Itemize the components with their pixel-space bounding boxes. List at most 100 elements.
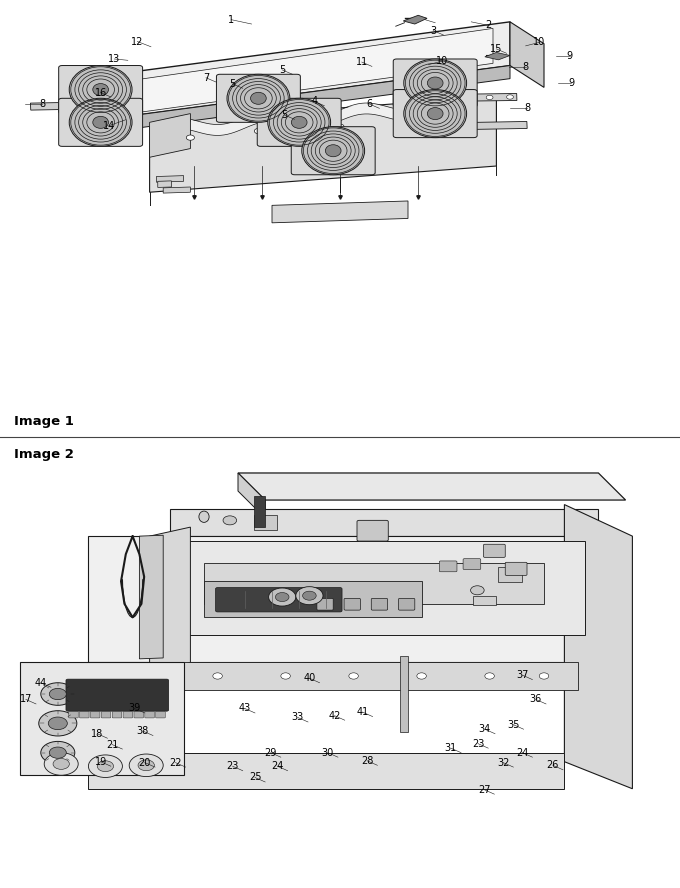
Polygon shape [510,22,544,87]
Text: 29: 29 [265,748,277,757]
Circle shape [539,673,549,679]
Text: 36: 36 [530,694,542,704]
Text: 8: 8 [39,99,46,109]
Polygon shape [68,128,135,137]
Circle shape [223,516,237,525]
FancyBboxPatch shape [291,127,375,175]
Text: 6: 6 [366,99,373,109]
Text: Image 1: Image 1 [14,416,73,428]
FancyBboxPatch shape [371,599,388,610]
Ellipse shape [227,75,290,123]
Text: 2: 2 [485,20,492,30]
Text: 35: 35 [507,719,520,730]
Polygon shape [403,15,427,24]
Circle shape [404,121,412,126]
Circle shape [39,710,77,736]
Text: 5: 5 [229,79,236,89]
FancyBboxPatch shape [66,679,169,711]
Circle shape [336,124,344,130]
FancyBboxPatch shape [498,567,522,583]
Text: 39: 39 [129,703,141,713]
Ellipse shape [404,59,466,107]
Polygon shape [485,52,510,59]
Text: 21: 21 [106,740,118,749]
FancyBboxPatch shape [257,99,341,147]
FancyBboxPatch shape [463,559,481,569]
Ellipse shape [92,116,109,129]
Ellipse shape [291,116,307,129]
Text: 16: 16 [95,88,107,98]
Text: 1: 1 [228,15,235,25]
Ellipse shape [199,511,209,522]
Polygon shape [150,96,496,192]
FancyBboxPatch shape [123,711,133,718]
FancyBboxPatch shape [398,599,415,610]
FancyBboxPatch shape [58,99,143,147]
Text: 11: 11 [356,57,368,67]
Text: 44: 44 [35,678,47,687]
Polygon shape [156,176,184,182]
Circle shape [97,761,114,772]
FancyBboxPatch shape [483,544,505,558]
Ellipse shape [427,77,443,89]
Text: 22: 22 [169,757,182,767]
Text: 42: 42 [328,710,341,721]
Text: Image 2: Image 2 [14,448,73,461]
FancyBboxPatch shape [101,711,111,718]
Polygon shape [564,504,632,789]
Circle shape [485,673,494,679]
Polygon shape [473,596,496,605]
Text: 20: 20 [139,757,151,767]
FancyBboxPatch shape [134,711,143,718]
FancyBboxPatch shape [357,520,388,541]
Circle shape [486,95,493,99]
Circle shape [129,754,163,777]
Circle shape [53,758,69,769]
Circle shape [186,135,194,140]
Ellipse shape [325,145,341,157]
Circle shape [507,95,513,99]
Polygon shape [411,93,517,102]
FancyBboxPatch shape [69,711,78,718]
Polygon shape [204,563,544,604]
Circle shape [349,673,358,679]
Text: 23: 23 [226,761,239,771]
Circle shape [44,753,78,775]
Polygon shape [150,114,190,157]
FancyBboxPatch shape [90,711,100,718]
FancyBboxPatch shape [317,599,333,610]
Text: 33: 33 [292,712,304,723]
Polygon shape [238,473,626,500]
Text: 37: 37 [516,670,528,680]
Circle shape [41,741,75,764]
Polygon shape [20,662,184,775]
Ellipse shape [92,83,109,96]
Text: 28: 28 [361,756,373,765]
Polygon shape [170,509,598,536]
FancyBboxPatch shape [216,588,342,612]
Ellipse shape [69,99,132,147]
Text: 40: 40 [303,673,316,683]
Text: 9: 9 [568,78,575,88]
Ellipse shape [268,99,330,147]
Ellipse shape [302,127,364,175]
Polygon shape [158,181,171,187]
Circle shape [254,129,262,134]
Polygon shape [272,201,408,223]
FancyBboxPatch shape [156,711,165,718]
Text: 4: 4 [311,97,318,107]
Polygon shape [88,536,592,662]
Text: 18: 18 [91,729,103,739]
Polygon shape [254,496,265,527]
Ellipse shape [69,66,132,114]
Circle shape [269,588,296,607]
Text: 8: 8 [522,62,529,72]
Text: 24: 24 [271,761,284,771]
Text: 9: 9 [566,51,573,61]
Circle shape [213,673,222,679]
Circle shape [138,760,154,771]
FancyBboxPatch shape [112,711,122,718]
FancyBboxPatch shape [254,515,277,530]
Text: 41: 41 [356,707,369,718]
Polygon shape [82,22,510,123]
